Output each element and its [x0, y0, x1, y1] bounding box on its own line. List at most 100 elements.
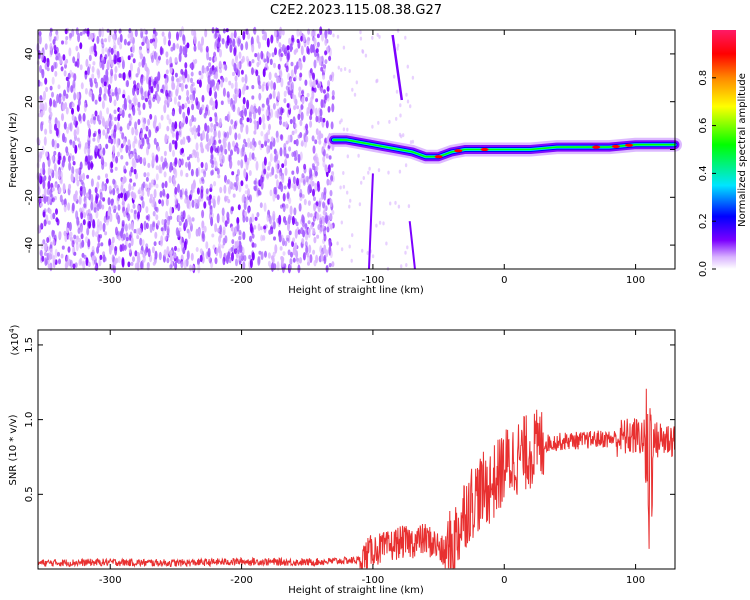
- noise-speck: [313, 29, 317, 37]
- noise-speck: [151, 246, 155, 254]
- noise-speck: [101, 42, 105, 49]
- noise-speck: [353, 92, 357, 97]
- noise-speck: [152, 33, 156, 40]
- noise-speck: [99, 149, 103, 157]
- noise-speck: [207, 74, 211, 85]
- noise-speck: [109, 95, 112, 104]
- noise-speck: [242, 30, 246, 41]
- noise-speck: [110, 241, 114, 251]
- noise-speck: [216, 168, 220, 175]
- noise-speck: [300, 35, 304, 42]
- noise-speck: [60, 253, 64, 259]
- noise-speck: [153, 188, 157, 199]
- noise-speck: [259, 177, 263, 186]
- noise-speck: [39, 65, 42, 73]
- noise-speck: [184, 188, 188, 198]
- noise-speck: [288, 230, 292, 236]
- noise-speck: [55, 127, 59, 137]
- noise-speck: [181, 152, 185, 157]
- noise-speck: [238, 51, 242, 59]
- noise-speck: [117, 235, 121, 241]
- noise-speck: [149, 197, 153, 204]
- noise-speck: [44, 243, 48, 251]
- noise-speck: [54, 117, 58, 126]
- noise-speck: [114, 73, 117, 81]
- noise-speck: [42, 161, 46, 171]
- noise-speck: [262, 114, 265, 124]
- noise-speck: [228, 125, 232, 136]
- noise-speck: [214, 32, 218, 39]
- noise-speck: [221, 244, 225, 249]
- noise-speck: [331, 90, 335, 97]
- noise-speck: [178, 221, 182, 226]
- noise-speck: [396, 46, 399, 51]
- noise-speck: [133, 209, 137, 215]
- noise-speck: [283, 218, 287, 224]
- noise-speck: [227, 111, 231, 121]
- noise-speck: [304, 79, 308, 86]
- noise-speck: [278, 107, 282, 115]
- noise-speck: [52, 254, 56, 265]
- noise-speck: [159, 239, 163, 247]
- noise-speck: [219, 144, 223, 153]
- noise-speck: [152, 38, 155, 43]
- noise-speck: [165, 197, 169, 207]
- noise-speck: [215, 147, 218, 153]
- snr-y-multiplier: (x104): [8, 324, 21, 355]
- noise-speck: [235, 90, 239, 98]
- noise-speck: [175, 88, 179, 97]
- noise-speck: [160, 155, 164, 163]
- noise-speck: [189, 264, 193, 272]
- noise-speck: [239, 244, 243, 254]
- noise-speck: [128, 183, 132, 192]
- noise-speck: [159, 190, 163, 198]
- noise-speck: [160, 88, 164, 93]
- noise-speck: [399, 113, 402, 118]
- noise-speck: [187, 135, 191, 143]
- noise-speck: [147, 248, 151, 258]
- noise-speck: [186, 89, 190, 97]
- noise-speck: [301, 214, 305, 223]
- noise-speck: [267, 165, 271, 171]
- noise-speck: [266, 172, 270, 180]
- noise-speck: [166, 114, 170, 121]
- noise-speck: [154, 36, 158, 45]
- noise-speck: [98, 96, 102, 102]
- noise-speck: [80, 233, 84, 240]
- noise-speck: [104, 162, 108, 167]
- noise-speck: [64, 28, 68, 35]
- noise-speck: [139, 52, 143, 60]
- noise-speck: [215, 38, 219, 48]
- noise-speck: [141, 95, 145, 101]
- noise-speck: [217, 174, 221, 179]
- noise-speck: [141, 239, 145, 247]
- noise-speck: [222, 28, 226, 34]
- noise-speck: [99, 220, 103, 231]
- noise-speck: [189, 63, 193, 69]
- noise-speck: [117, 61, 121, 68]
- noise-speck: [108, 120, 112, 130]
- noise-speck: [48, 32, 52, 42]
- noise-speck: [67, 246, 71, 253]
- noise-speck: [131, 157, 135, 168]
- noise-speck: [174, 157, 178, 168]
- noise-speck: [164, 180, 168, 188]
- noise-speck: [234, 75, 238, 82]
- noise-speck: [203, 225, 207, 233]
- noise-speck: [91, 65, 95, 73]
- noise-speck: [227, 99, 231, 105]
- noise-speck: [293, 150, 297, 158]
- noise-speck: [40, 110, 44, 118]
- noise-speck: [106, 127, 110, 134]
- noise-speck: [213, 85, 217, 92]
- noise-speck: [346, 154, 349, 159]
- noise-speck: [300, 227, 304, 235]
- noise-speck: [247, 137, 251, 143]
- noise-speck: [191, 217, 195, 222]
- noise-speck: [167, 220, 170, 226]
- noise-speck: [49, 97, 53, 107]
- noise-speck: [248, 152, 252, 161]
- noise-speck: [188, 154, 192, 159]
- y-tick-label: 20: [24, 95, 35, 108]
- noise-speck: [268, 123, 271, 131]
